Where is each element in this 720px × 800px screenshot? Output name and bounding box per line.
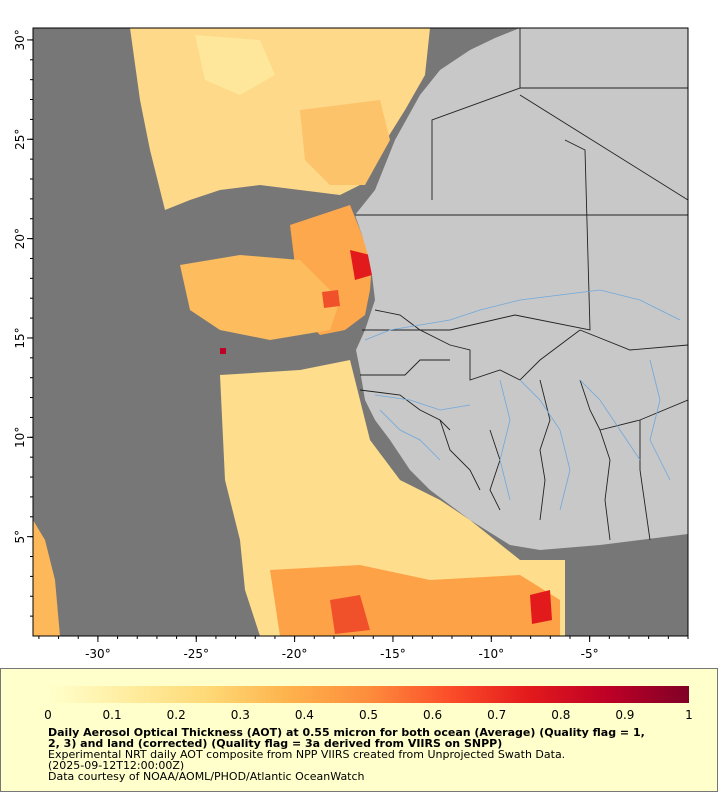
- colorbar-tick-label: 0.8: [551, 708, 570, 722]
- y-tick-label: 25°: [13, 129, 27, 150]
- x-tick-label: -20°: [282, 647, 308, 661]
- x-tick-label: -10°: [478, 647, 504, 661]
- map-border: [32, 27, 689, 637]
- colorbar-tick-label: 0.2: [167, 708, 186, 722]
- caption-date: (2025-09-12T12:00:00Z): [48, 759, 185, 772]
- colorbar-tick-label: 1: [685, 708, 693, 722]
- x-tick-label: -30°: [85, 647, 111, 661]
- country-boundaries: [355, 28, 688, 541]
- colorbar-tick-label: 0.3: [231, 708, 250, 722]
- colorbar-tick-label: 0: [44, 708, 52, 722]
- x-axis-ticks: -30° -25° -20° -15° -10° -5°: [38, 636, 689, 661]
- colorbar-tick-label: 0.4: [295, 708, 314, 722]
- colorbar-gradient: [48, 686, 689, 703]
- legend-panel: 0 0.1 0.2 0.3 0.4 0.5 0.6 0.7 0.8 0.9 1 Daily Aero…: [0, 668, 718, 792]
- y-tick-label: 20°: [13, 228, 27, 249]
- caption-title-line1: Daily Aerosol Optical Thickness (AOT) at…: [48, 726, 645, 739]
- aot-swath-sahara-plume: [180, 205, 372, 354]
- x-tick-label: -15°: [380, 647, 406, 661]
- x-tick-label: -25°: [183, 647, 209, 661]
- aot-swath-south: [220, 360, 565, 636]
- colorbar-tick-label: 0.7: [487, 708, 506, 722]
- caption-title-line2: 2, 3) and land (corrected) (Quality flag…: [48, 737, 503, 750]
- y-tick-label: 15°: [13, 327, 27, 348]
- aot-swath-west: [33, 520, 60, 636]
- y-tick-label: 5°: [13, 530, 27, 544]
- colorbar: 0 0.1 0.2 0.3 0.4 0.5 0.6 0.7 0.8 0.9 1: [44, 686, 693, 722]
- colorbar-tick-label: 0.5: [359, 708, 378, 722]
- aot-map: -30° -25° -20° -15° -10° -5° 30° 25° 20° 15° 10° 5…: [13, 27, 689, 661]
- rivers: [364, 289, 681, 511]
- y-tick-label: 10°: [13, 427, 27, 448]
- colorbar-tick-label: 0.9: [615, 708, 634, 722]
- map-svg: -30° -25° -20° -15° -10° -5° 30° 25° 20° 15° 10° 5…: [13, 27, 689, 661]
- caption-source-line: Experimental NRT daily AOT composite fro…: [48, 748, 566, 761]
- colorbar-tick-label: 0.1: [103, 708, 122, 722]
- y-tick-label: 30°: [13, 29, 27, 50]
- x-tick-label: -5°: [581, 647, 599, 661]
- colorbar-tick-label: 0.6: [423, 708, 442, 722]
- colorbar-ticks: 0 0.1 0.2 0.3 0.4 0.5 0.6 0.7 0.8 0.9 1: [44, 708, 693, 722]
- caption-credit: Data courtesy of NOAA/AOML/PHOD/Atlantic…: [48, 770, 365, 783]
- y-axis-ticks: 30° 25° 20° 15° 10° 5°: [13, 29, 33, 617]
- aot-swath-north: [130, 28, 430, 210]
